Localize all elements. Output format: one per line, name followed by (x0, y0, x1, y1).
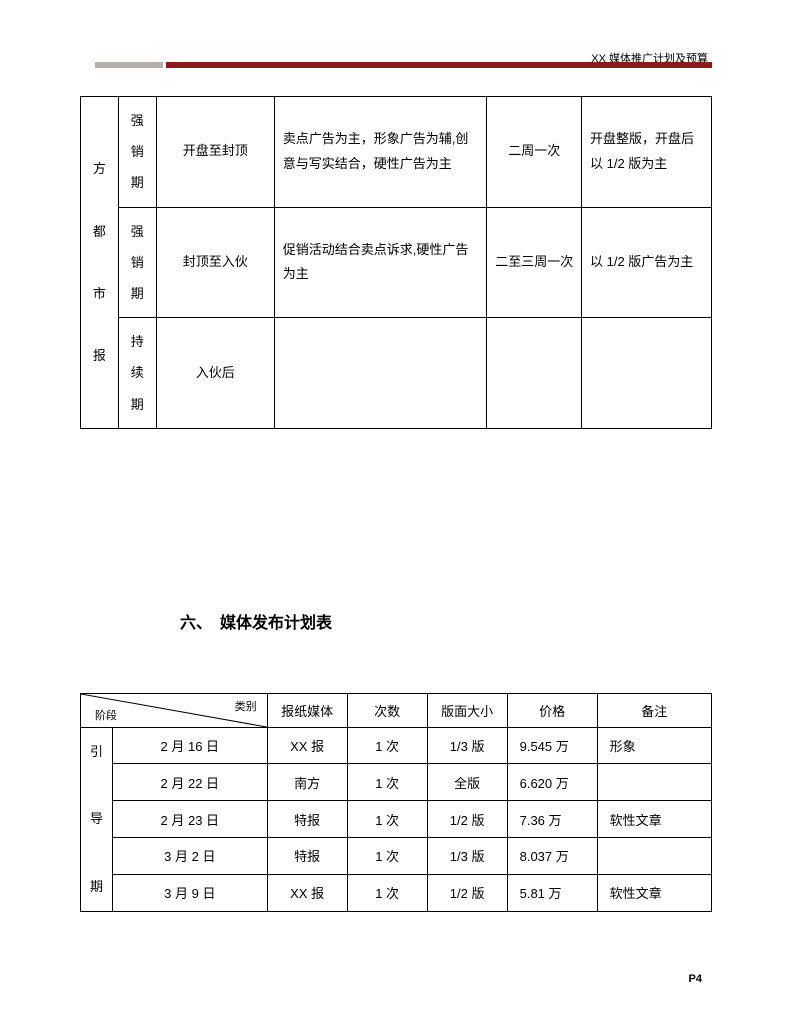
main-content: 方 都 市 报 强销期 开盘至封顶 卖点广告为主，形象广告为辅,创意与写实结合，… (80, 96, 712, 912)
freq-cell: 二周一次 (487, 97, 582, 208)
header-gray-bar (95, 62, 163, 68)
price-cell: 9.545 万 (507, 727, 597, 764)
format-cell (582, 318, 712, 429)
diag-top-label: 类别 (235, 698, 257, 714)
size-cell: 1/3 版 (427, 838, 507, 875)
col-header: 价格 (507, 693, 597, 727)
time-cell: 封顶至入伙 (156, 207, 274, 318)
time-cell: 开盘至封顶 (156, 97, 274, 208)
date-cell: 3 月 9 日 (113, 874, 268, 911)
times-cell: 1 次 (347, 874, 427, 911)
note-cell (597, 838, 711, 875)
diag-bot-label: 阶段 (95, 707, 117, 723)
phase-cell: 持续期 (118, 318, 156, 429)
date-cell: 2 月 16 日 (113, 727, 268, 764)
table-row: 2 月 23 日 特报 1 次 1/2 版 7.36 万 软性文章 (81, 801, 712, 838)
media-cell: XX 报 (267, 727, 347, 764)
times-cell: 1 次 (347, 727, 427, 764)
price-cell: 5.81 万 (507, 874, 597, 911)
price-cell: 6.620 万 (507, 764, 597, 801)
date-cell: 3 月 2 日 (113, 838, 268, 875)
note-cell: 形象 (597, 727, 711, 764)
header-red-bar (166, 62, 712, 68)
content-cell: 卖点广告为主，形象广告为辅,创意与写实结合，硬性广告为主 (274, 97, 487, 208)
col-header: 版面大小 (427, 693, 507, 727)
col-header: 报纸媒体 (267, 693, 347, 727)
page-number: P4 (689, 973, 702, 985)
size-cell: 全版 (427, 764, 507, 801)
content-cell (274, 318, 487, 429)
format-cell: 以 1/2 版广告为主 (582, 207, 712, 318)
price-cell: 7.36 万 (507, 801, 597, 838)
date-cell: 2 月 22 日 (113, 764, 268, 801)
note-cell: 软性文章 (597, 801, 711, 838)
media-cell: 特报 (267, 838, 347, 875)
media-cell: XX 报 (267, 874, 347, 911)
table-row: 2 月 22 日 南方 1 次 全版 6.620 万 (81, 764, 712, 801)
media-cell: 南方 (267, 764, 347, 801)
media-cell: 特报 (267, 801, 347, 838)
col-header: 次数 (347, 693, 427, 727)
times-cell: 1 次 (347, 801, 427, 838)
note-cell (597, 764, 711, 801)
price-cell: 8.037 万 (507, 838, 597, 875)
times-cell: 1 次 (347, 838, 427, 875)
content-cell: 促销活动结合卖点诉求,硬性广告为主 (274, 207, 487, 318)
table-row: 引 导 期 2 月 16 日 XX 报 1 次 1/3 版 9.545 万 形象 (81, 727, 712, 764)
table-media-strategy: 方 都 市 报 强销期 开盘至封顶 卖点广告为主，形象广告为辅,创意与写实结合，… (80, 96, 712, 429)
table-publish-plan: 类别 阶段 报纸媒体 次数 版面大小 价格 备注 引 导 期 2 月 16 日 … (80, 693, 712, 912)
table-row: 持续期 入伙后 (81, 318, 712, 429)
section-heading: 六、 媒体发布计划表 (180, 609, 712, 633)
table-row: 方 都 市 报 强销期 开盘至封顶 卖点广告为主，形象广告为辅,创意与写实结合，… (81, 97, 712, 208)
table-row: 3 月 9 日 XX 报 1 次 1/2 版 5.81 万 软性文章 (81, 874, 712, 911)
times-cell: 1 次 (347, 764, 427, 801)
media-name-cell: 方 都 市 报 (81, 97, 119, 429)
size-cell: 1/2 版 (427, 801, 507, 838)
table-row: 3 月 2 日 特报 1 次 1/3 版 8.037 万 (81, 838, 712, 875)
freq-cell: 二至三周一次 (487, 207, 582, 318)
col-header: 备注 (597, 693, 711, 727)
size-cell: 1/3 版 (427, 727, 507, 764)
diagonal-header-cell: 类别 阶段 (81, 693, 268, 727)
note-cell: 软性文章 (597, 874, 711, 911)
table-header-row: 类别 阶段 报纸媒体 次数 版面大小 价格 备注 (81, 693, 712, 727)
time-cell: 入伙后 (156, 318, 274, 429)
date-cell: 2 月 23 日 (113, 801, 268, 838)
table-row: 强销期 封顶至入伙 促销活动结合卖点诉求,硬性广告为主 二至三周一次 以 1/2… (81, 207, 712, 318)
phase-cell: 强销期 (118, 97, 156, 208)
freq-cell (487, 318, 582, 429)
phase-cell: 引 导 期 (81, 727, 113, 911)
size-cell: 1/2 版 (427, 874, 507, 911)
format-cell: 开盘整版，开盘后以 1/2 版为主 (582, 97, 712, 208)
phase-cell: 强销期 (118, 207, 156, 318)
